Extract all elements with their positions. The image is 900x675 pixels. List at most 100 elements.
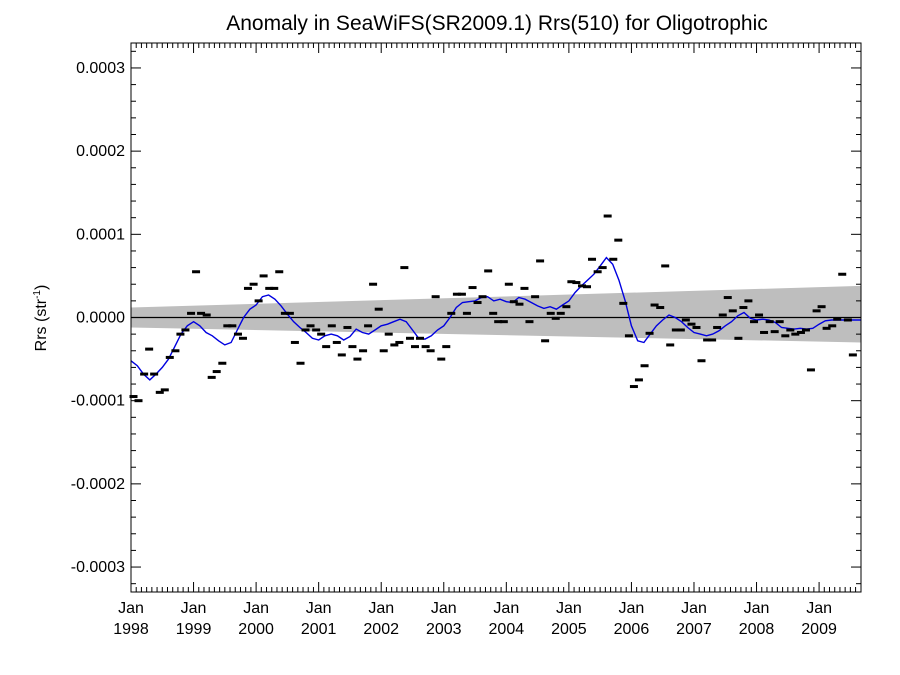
anomaly-point [775,320,784,324]
anomaly-point [145,347,154,351]
anomaly-point [426,349,435,353]
anomaly-point [770,330,779,334]
anomaly-point [197,311,206,315]
x-tick-year: 2001 [301,621,337,638]
anomaly-point [353,357,362,361]
y-tick-label: -0.0003 [71,559,125,576]
y-axis-label-superscript: -1 [32,290,43,299]
anomaly-point [322,345,331,349]
anomaly-point [452,292,461,296]
y-axis-label-main: Rrs (str [33,298,50,351]
anomaly-point [165,355,174,359]
x-tick-month: Jan [431,600,457,617]
anomaly-point [739,306,748,310]
anomaly-point [415,336,424,340]
anomaly-point [290,340,299,344]
anomaly-point [223,324,232,328]
anomaly-point [562,305,571,309]
anomaly-point [734,336,743,340]
anomaly-point [150,372,159,376]
x-tick-year: 2006 [614,621,650,638]
anomaly-point [578,284,587,288]
x-tick-year: 1999 [176,621,212,638]
anomaly-point [609,257,618,261]
anomaly-point [828,324,837,328]
anomaly-point [572,281,581,285]
x-tick-year: 1998 [113,621,149,638]
x-tick-month: Jan [556,600,582,617]
anomaly-point [640,364,649,368]
anomaly-point [822,326,831,330]
anomaly-point [259,274,268,278]
anomaly-point [160,388,169,392]
anomaly-point [546,311,555,315]
anomaly-point [676,328,685,332]
anomaly-point [504,282,513,286]
anomaly-point [744,299,753,303]
anomaly-point [786,328,795,332]
anomaly-point [750,320,759,324]
anomaly-point [661,264,670,268]
anomaly-point [343,325,352,329]
anomaly-point [457,292,466,296]
anomaly-point [603,214,612,218]
anomaly-point [791,332,800,336]
x-tick-month: Jan [619,600,645,617]
anomaly-point [671,328,680,332]
anomaly-point [384,332,393,336]
anomaly-point [697,359,706,363]
anomaly-point [781,334,790,338]
anomaly-point [337,353,346,357]
anomaly-point [218,361,227,365]
x-tick-year: 2000 [238,621,274,638]
smoothed-anomaly-line [130,256,861,381]
anomaly-point [624,334,633,338]
anomaly-point [233,332,242,336]
anomaly-point [207,375,216,379]
y-tick-label: -0.0002 [71,476,125,493]
x-tick-month: Jan [493,600,519,617]
anomaly-point [656,306,665,310]
anomaly-point [833,317,842,321]
x-tick-year: 2009 [801,621,837,638]
points-layer [129,214,857,403]
anomaly-point [301,328,310,332]
anomaly-point [395,340,404,344]
x-tick-month: Jan [118,600,144,617]
anomaly-point [588,257,597,261]
anomaly-point [374,307,383,311]
anomaly-point [713,325,722,329]
anomaly-point [619,301,628,305]
anomaly-point [275,270,284,274]
anomaly-point [473,301,482,305]
anomaly-point [249,282,258,286]
anomaly-point [536,259,545,263]
anomaly-point [192,270,201,274]
x-tick-year: 2007 [676,621,712,638]
x-tick-year: 2004 [489,621,525,638]
x-tick-month: Jan [681,600,707,617]
chart-title: Anomaly in SeaWiFS(SR2009.1) Rrs(510) fo… [226,12,768,35]
x-tick-month: Jan [181,600,207,617]
anomaly-point [243,286,252,290]
anomaly-point [327,324,336,328]
y-axis-label: Rrs (str-1) [32,285,50,352]
anomaly-point [556,311,565,315]
anomaly-point [181,328,190,332]
x-tick-month: Jan [806,600,832,617]
anomaly-point [437,357,446,361]
anomaly-point [405,336,414,340]
anomaly-point [525,320,534,324]
anomaly-point [812,309,821,313]
x-tick-year: 2002 [363,621,399,638]
anomaly-point [755,313,764,317]
anomaly-point [270,286,279,290]
y-tick-label: 0.0002 [76,143,125,160]
anomaly-point [212,370,221,374]
anomaly-point [254,299,263,303]
anomaly-point [202,313,211,317]
anomaly-point [140,372,149,376]
anomaly-point [634,378,643,382]
anomaly-point [796,330,805,334]
